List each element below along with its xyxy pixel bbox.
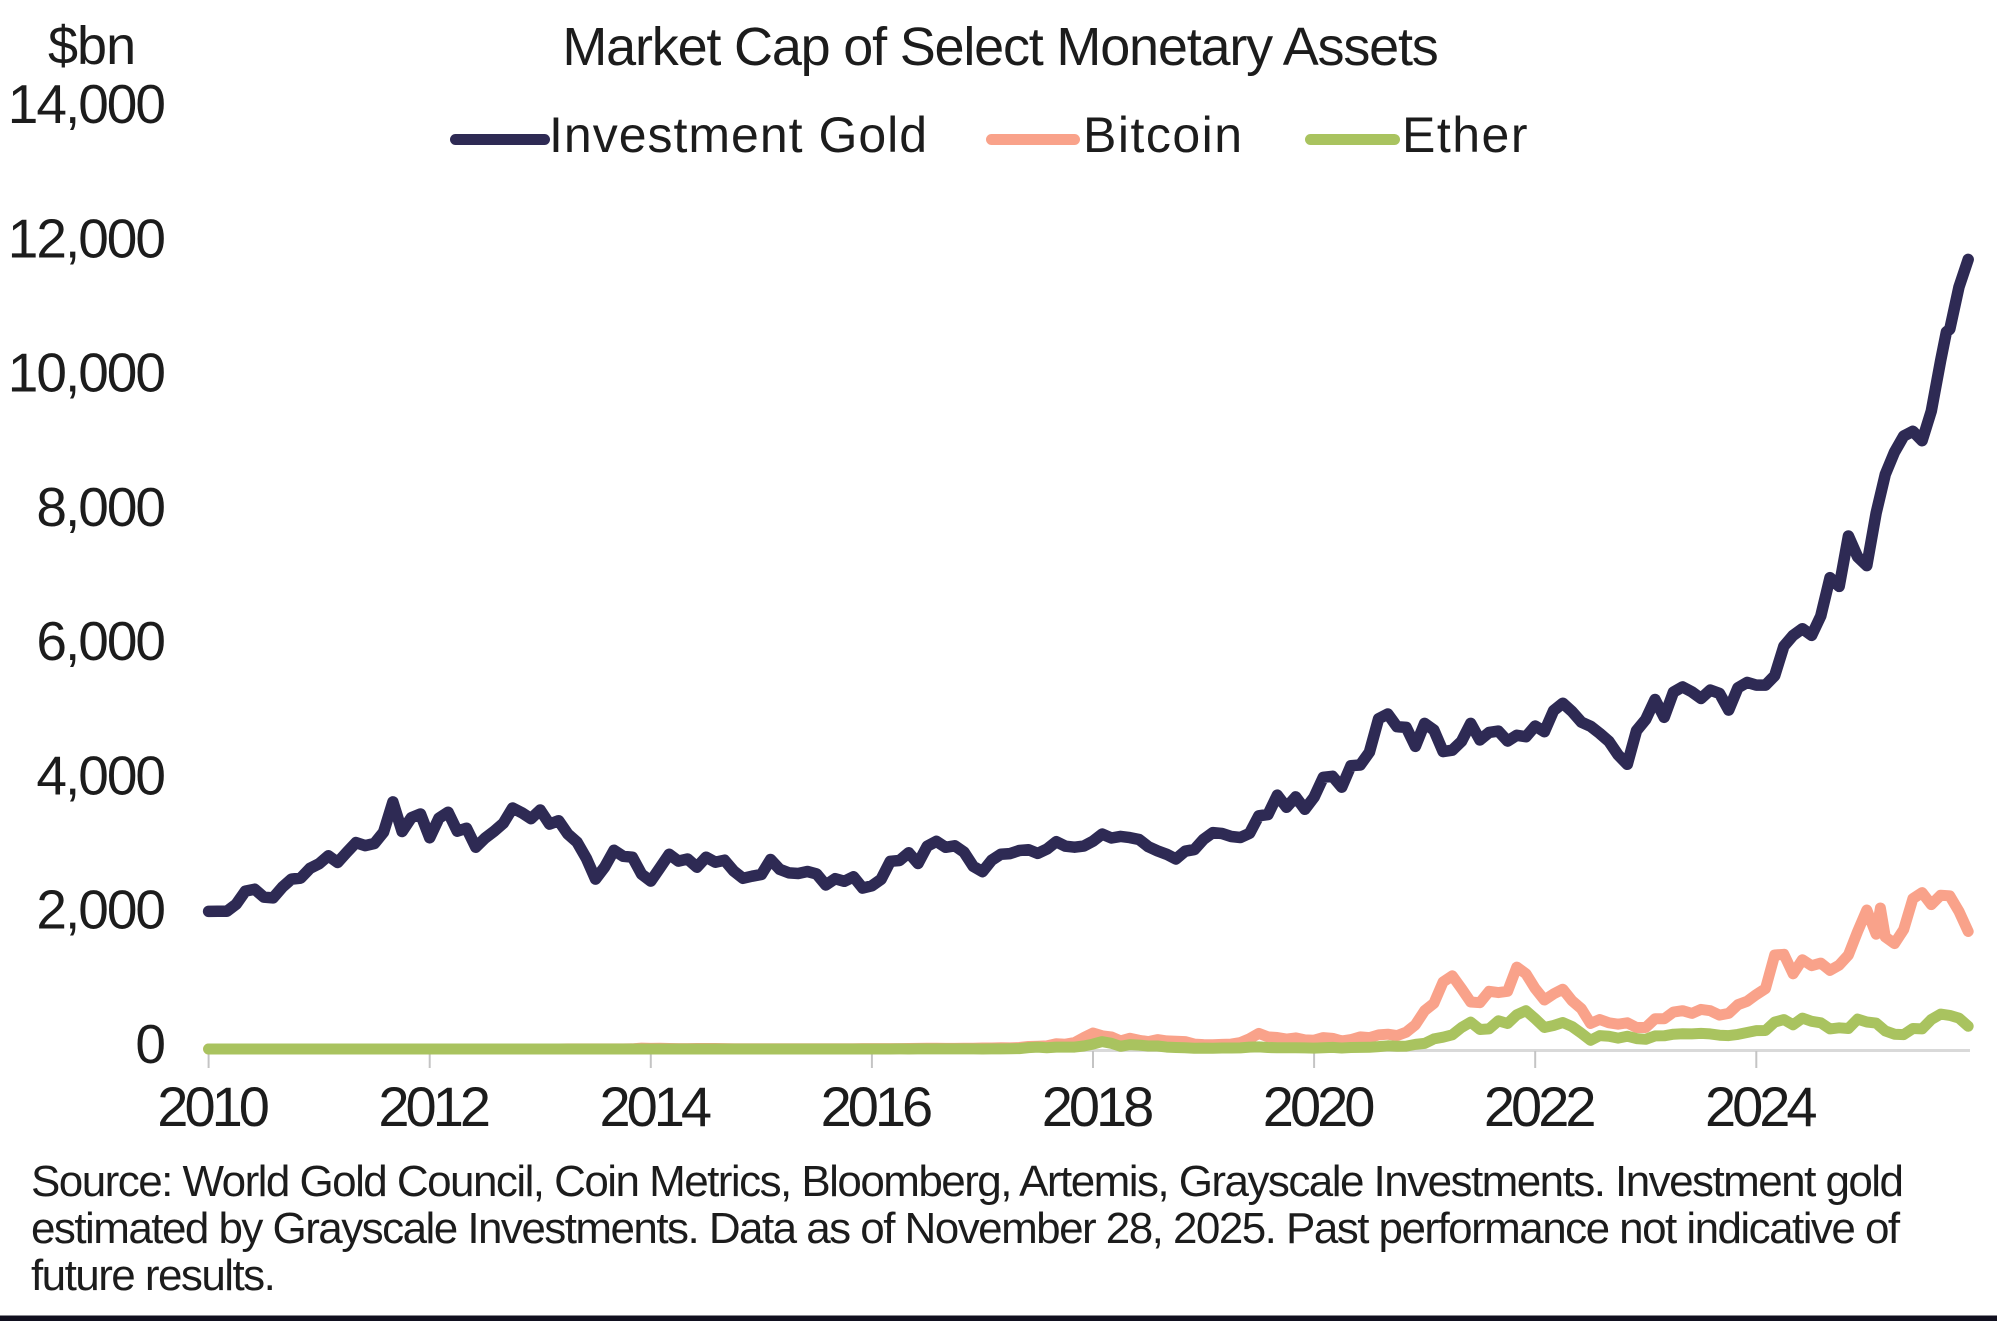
- svg-text:Investment Gold: Investment Gold: [549, 107, 928, 163]
- svg-text:2014: 2014: [600, 1075, 711, 1138]
- svg-text:2,000: 2,000: [36, 879, 164, 941]
- svg-text:2018: 2018: [1042, 1075, 1152, 1138]
- svg-text:2012: 2012: [378, 1075, 488, 1138]
- svg-text:future results.: future results.: [31, 1251, 274, 1300]
- svg-text:Bitcoin: Bitcoin: [1083, 107, 1244, 163]
- svg-text:Ether: Ether: [1402, 107, 1529, 163]
- svg-text:estimated by Grayscale Investm: estimated by Grayscale Investments. Data…: [31, 1204, 1901, 1253]
- svg-text:14,000: 14,000: [8, 73, 165, 135]
- svg-text:0: 0: [135, 1013, 164, 1075]
- svg-text:Market Cap of Select Monetary: Market Cap of Select Monetary Assets: [562, 17, 1437, 77]
- svg-text:2024: 2024: [1705, 1075, 1816, 1138]
- svg-text:8,000: 8,000: [36, 476, 164, 538]
- svg-text:2020: 2020: [1263, 1075, 1373, 1138]
- svg-text:2022: 2022: [1484, 1075, 1594, 1138]
- svg-text:2010: 2010: [157, 1075, 267, 1138]
- svg-text:12,000: 12,000: [8, 207, 165, 269]
- svg-text:10,000: 10,000: [8, 342, 165, 404]
- svg-text:Source: World Gold Council, Co: Source: World Gold Council, Coin Metrics…: [31, 1157, 1902, 1206]
- svg-text:$bn: $bn: [48, 16, 135, 76]
- svg-text:2016: 2016: [821, 1075, 931, 1138]
- svg-text:4,000: 4,000: [36, 744, 164, 806]
- svg-text:6,000: 6,000: [36, 610, 164, 672]
